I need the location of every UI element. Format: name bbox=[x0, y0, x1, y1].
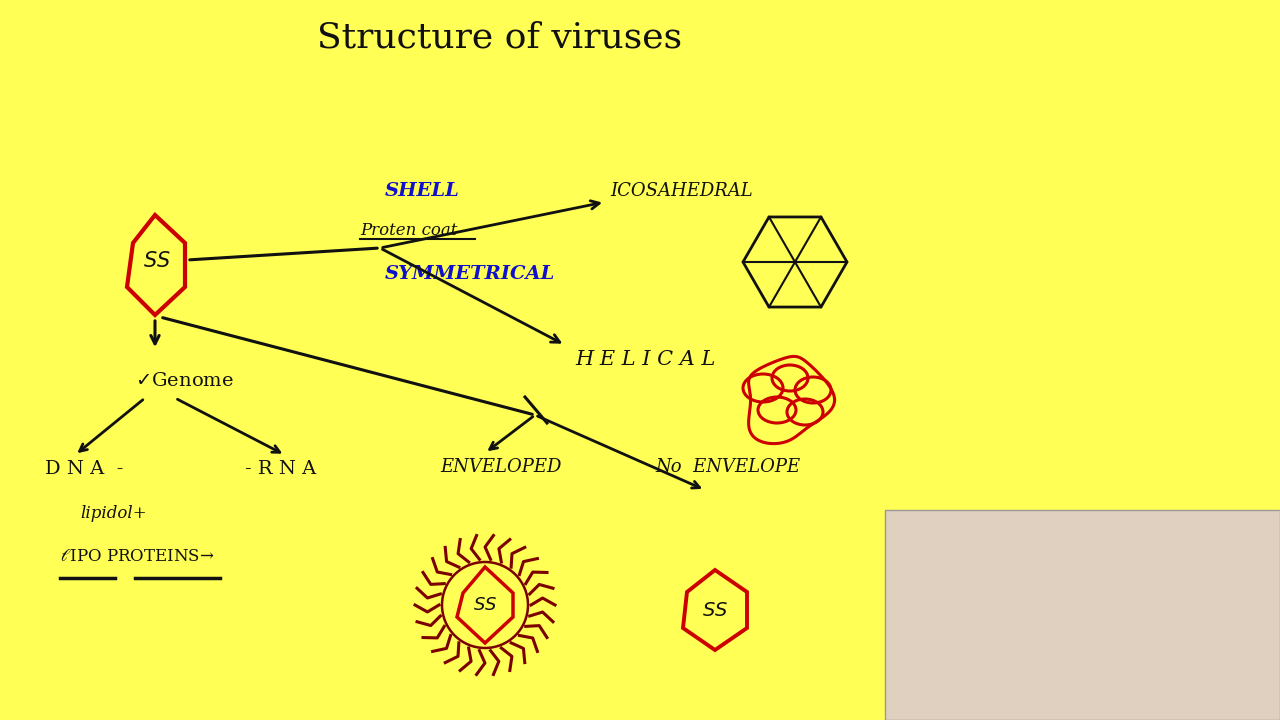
Text: D N A  -: D N A - bbox=[45, 460, 123, 478]
Text: Structure of viruses: Structure of viruses bbox=[317, 20, 682, 54]
Text: $\checkmark$Genome: $\checkmark$Genome bbox=[134, 372, 234, 390]
Text: ICOSAHEDRAL: ICOSAHEDRAL bbox=[611, 182, 753, 200]
Text: No  ENVELOPE: No ENVELOPE bbox=[655, 458, 800, 476]
Text: lipidol+: lipidol+ bbox=[79, 505, 147, 522]
Text: $\mathit{SS}$: $\mathit{SS}$ bbox=[472, 596, 497, 614]
Text: Proten coat: Proten coat bbox=[360, 222, 457, 239]
Text: H E L I C A L: H E L I C A L bbox=[575, 350, 716, 369]
Text: ENVELOPED: ENVELOPED bbox=[440, 458, 562, 476]
Text: $\mathit{SS}$: $\mathit{SS}$ bbox=[143, 251, 172, 271]
Text: $\mathscr{l}$IPO PROTEINS→: $\mathscr{l}$IPO PROTEINS→ bbox=[60, 548, 215, 565]
Text: SHELL: SHELL bbox=[385, 182, 460, 200]
Text: $\mathit{SS}$: $\mathit{SS}$ bbox=[701, 600, 728, 619]
Text: SYMMETRICAL: SYMMETRICAL bbox=[385, 265, 556, 283]
Text: - R N A: - R N A bbox=[244, 460, 316, 478]
FancyBboxPatch shape bbox=[884, 510, 1280, 720]
